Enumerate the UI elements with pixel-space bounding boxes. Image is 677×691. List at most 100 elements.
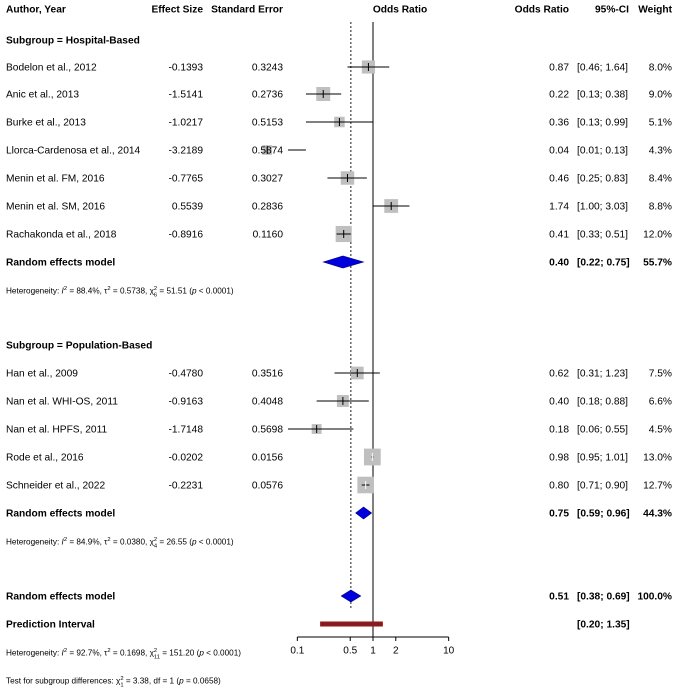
population-study-3-effect-size: -1.7148 — [168, 425, 203, 436]
header-weight: Weight — [638, 5, 672, 16]
hospital-heterogeneity: Heterogeneity: I2 = 88.4%, τ2 = 0.5738, … — [6, 286, 234, 299]
hospital-study-6-weight: 8.8% — [649, 202, 672, 213]
overall-heterogeneity: Heterogeneity: I2 = 92.7%, τ2 = 0.1698, … — [6, 648, 241, 661]
population-study-1-name: Han et al., 2009 — [6, 369, 78, 380]
overall-random-effects-diamond — [340, 589, 362, 603]
hospital-study-2-name: Anic et al., 2013 — [6, 90, 79, 101]
hospital-study-1-weight: 8.0% — [649, 63, 672, 74]
hospital-random-effects-label: Random effects model — [6, 258, 115, 269]
hospital-study-3-effect-size: -1.0217 — [168, 118, 203, 129]
hospital-study-3-weight: 5.1% — [649, 118, 672, 129]
population-study-2-ci: [0.18; 0.88] — [577, 397, 628, 408]
population-study-4-name: Rode et al., 2016 — [6, 453, 84, 464]
population-study-3-name: Nan et al. HPFS, 2011 — [6, 425, 108, 436]
population-study-3-weight: 4.5% — [649, 425, 672, 436]
hospital-study-6-ci: [1.00; 3.03] — [577, 202, 628, 213]
population-study-4-odds-ratio: 0.98 — [549, 453, 569, 464]
hospital-study-2-effect-size: -1.5141 — [168, 90, 203, 101]
hospital-study-7-weight: 12.0% — [643, 230, 672, 241]
population-random-effects-ci: [0.59; 0.96] — [577, 509, 630, 520]
population-study-2-odds-ratio: 0.40 — [549, 397, 569, 408]
population-study-5-odds-ratio: 0.80 — [549, 481, 569, 492]
hospital-study-7-name: Rachakonda et al., 2018 — [6, 230, 117, 241]
population-study-4-weight: 13.0% — [643, 453, 672, 464]
hospital-study-3-ci: [0.13; 0.99] — [577, 118, 628, 129]
hospital-study-7-odds-ratio: 0.41 — [549, 230, 569, 241]
header-ci: 95%-CI — [595, 5, 629, 16]
population-random-effects-diamond — [355, 506, 373, 520]
subgroup-hospital-title: Subgroup = Hospital-Based — [6, 36, 140, 47]
hospital-study-1-standard-error: 0.3243 — [252, 63, 283, 74]
hospital-study-5-name: Menin et al. FM, 2016 — [6, 174, 105, 185]
hospital-study-2-standard-error: 0.2736 — [252, 90, 283, 101]
subgroup-test: Test for subgroup differences: χ2 1 = 3.3… — [6, 676, 221, 689]
population-study-1-odds-ratio: 0.62 — [549, 369, 569, 380]
hospital-study-1-ci: [0.46; 1.64] — [577, 63, 628, 74]
hospital-study-4-odds-ratio: 0.04 — [549, 146, 569, 157]
population-study-2-effect-size: -0.9163 — [168, 397, 203, 408]
overall-random-effects-weight: 100.0% — [637, 592, 672, 603]
hospital-study-6-name: Menin et al. SM, 2016 — [6, 202, 105, 213]
population-study-5-standard-error: 0.0576 — [252, 481, 283, 492]
overall-random-effects-ci: [0.38; 0.69] — [577, 592, 630, 603]
x-axis-tick-label-1: 0.1 — [290, 646, 304, 657]
plot-labels: Author, Year Effect Size Standard Error Odd… — [6, 5, 673, 689]
hospital-study-6-odds-ratio: 1.74 — [549, 202, 569, 213]
population-random-effects-odds-ratio: 0.75 — [549, 509, 569, 520]
header-study: Author, Year — [6, 5, 66, 16]
hospital-study-4-effect-size: -3.2189 — [168, 146, 203, 157]
plot-marks — [262, 22, 450, 641]
hospital-study-2-ci: [0.13; 0.38] — [577, 90, 628, 101]
population-study-3-standard-error: 0.5698 — [252, 425, 283, 436]
population-random-effects-label: Random effects model — [6, 509, 115, 520]
population-study-3-odds-ratio: 0.18 — [549, 425, 569, 436]
hospital-study-1-effect-size: -0.1393 — [168, 63, 203, 74]
hospital-study-5-effect-size: -0.7765 — [168, 174, 203, 185]
population-study-1-ci: [0.31; 1.23] — [577, 369, 628, 380]
hospital-study-2-weight: 9.0% — [649, 90, 672, 101]
header-standard-error: Standard Error — [211, 5, 283, 16]
population-study-5-effect-size: -0.2231 — [168, 481, 203, 492]
hospital-study-3-name: Burke et al., 2013 — [6, 118, 86, 129]
hospital-study-1-name: Bodelon et al., 2012 — [6, 63, 97, 74]
population-study-1-weight: 7.5% — [649, 369, 672, 380]
hospital-study-3-odds-ratio: 0.36 — [549, 118, 569, 129]
x-axis-tick-label-2: 0.5 — [343, 646, 357, 657]
hospital-study-3-standard-error: 0.5153 — [252, 118, 283, 129]
population-study-1-standard-error: 0.3516 — [252, 369, 283, 380]
subgroup-population-title: Subgroup = Population-Based — [6, 341, 152, 352]
header-odds-ratio: Odds Ratio — [515, 5, 569, 16]
overall-random-effects-label: Random effects model — [6, 592, 115, 603]
population-study-1-effect-size: -0.4780 — [168, 369, 203, 380]
population-heterogeneity: Heterogeneity: I2 = 84.9%, τ2 = 0.0380, … — [6, 537, 234, 550]
hospital-study-4-name: Llorca-Cardenosa et al., 2014 — [6, 146, 141, 157]
hospital-study-5-standard-error: 0.3027 — [252, 174, 283, 185]
hospital-study-5-ci: [0.25; 0.83] — [577, 174, 628, 185]
hospital-study-7-effect-size: -0.8916 — [168, 230, 203, 241]
hospital-study-5-odds-ratio: 0.46 — [549, 174, 569, 185]
population-study-4-standard-error: 0.0156 — [252, 453, 283, 464]
hospital-study-6-standard-error: 0.2836 — [252, 202, 283, 213]
hospital-study-7-standard-error: 0.1160 — [253, 230, 284, 241]
hospital-study-4-standard-error: 0.5874 — [252, 146, 283, 157]
prediction-interval-ci: [0.20; 1.35] — [577, 620, 630, 631]
population-study-5-weight: 12.7% — [643, 481, 672, 492]
population-study-3-ci: [0.06; 0.55] — [577, 425, 628, 436]
hospital-study-2-odds-ratio: 0.22 — [549, 90, 569, 101]
hospital-study-5-weight: 8.4% — [649, 174, 672, 185]
hospital-random-effects-odds-ratio: 0.40 — [549, 258, 569, 269]
population-random-effects-weight: 44.3% — [643, 509, 672, 520]
hospital-study-4-ci: [0.01; 0.13] — [577, 146, 628, 157]
hospital-study-6-effect-size: 0.5539 — [172, 202, 203, 213]
header-plot-odds-ratio: Odds Ratio — [373, 5, 427, 16]
population-study-4-effect-size: -0.0202 — [168, 453, 203, 464]
hospital-random-effects-diamond — [322, 255, 365, 269]
population-study-2-name: Nan et al. WHI-OS, 2011 — [6, 397, 118, 408]
prediction-interval-bar — [320, 621, 383, 627]
hospital-study-4-weight: 4.3% — [649, 146, 672, 157]
population-study-4-ci: [0.95; 1.01] — [577, 453, 628, 464]
x-axis-tick-label-5: 10 — [443, 646, 455, 657]
hospital-random-effects-weight: 55.7% — [643, 258, 672, 269]
x-axis-tick-label-4: 2 — [393, 646, 399, 657]
